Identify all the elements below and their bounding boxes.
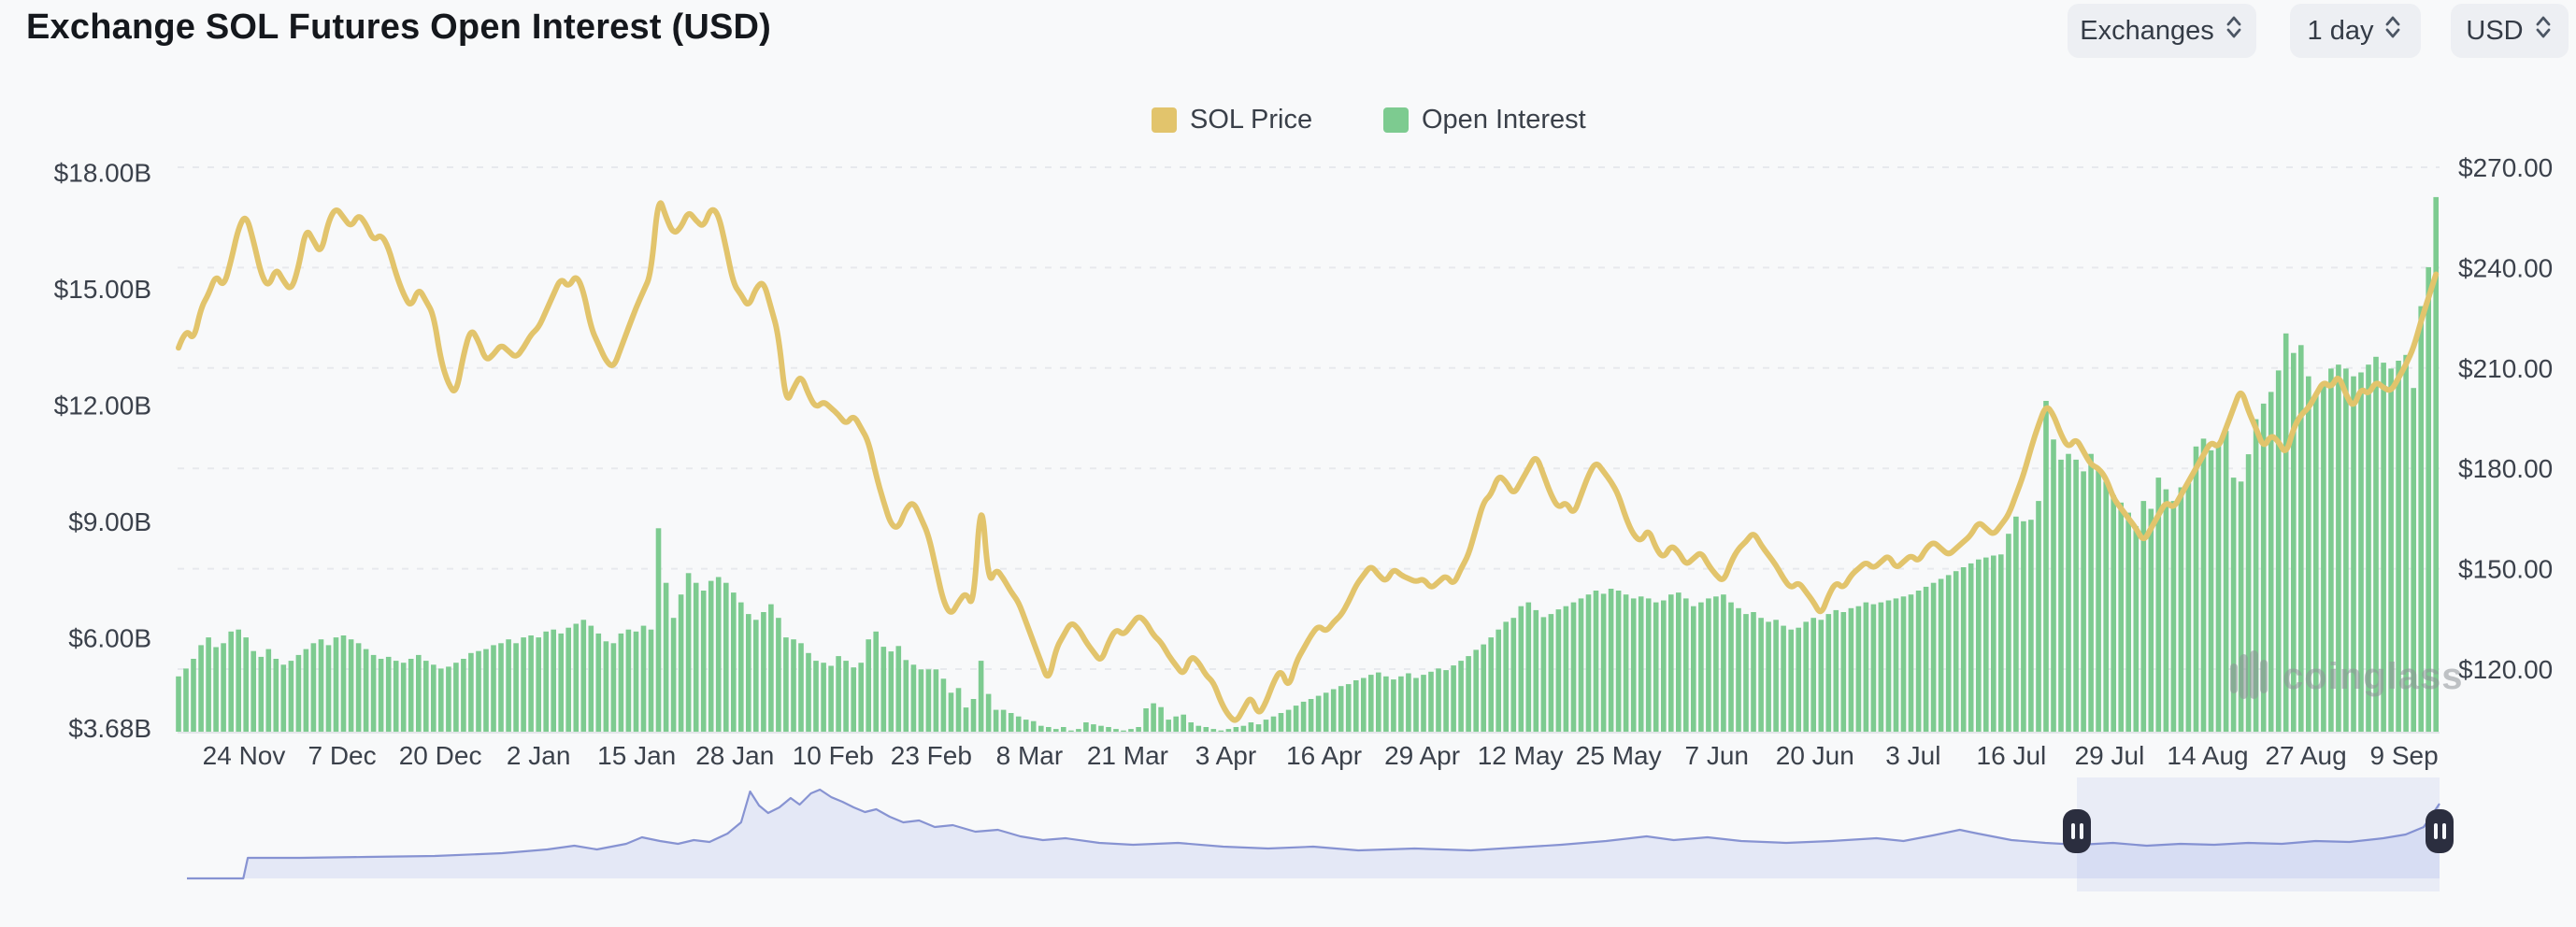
svg-text:8 Mar: 8 Mar [996,741,1064,770]
svg-text:7 Jun: 7 Jun [1685,741,1750,770]
legend-item-sol-price[interactable]: SOL Price [1152,105,1312,135]
svg-text:21 Mar: 21 Mar [1087,741,1168,770]
svg-text:16 Apr: 16 Apr [1286,741,1362,770]
svg-text:24 Nov: 24 Nov [203,741,286,770]
legend-label-sol-price: SOL Price [1190,105,1313,135]
interval-dropdown[interactable]: 1 day [2290,4,2421,58]
svg-text:$6.00B: $6.00B [68,624,151,653]
svg-text:$180.00: $180.00 [2458,454,2553,483]
right-axis-labels: $270.00 $240.00 $210.00 $180.00 $150.00 $120.… [2458,153,2553,684]
svg-text:$210.00: $210.00 [2458,354,2553,383]
svg-text:12 May: 12 May [1478,741,1564,770]
chevron-up-down-icon [2224,14,2244,48]
x-axis-labels: 24 Nov 7 Dec 20 Dec 2 Jan 15 Jan 28 Jan 10 Feb… [203,741,2439,770]
navigator-area[interactable] [187,788,2440,880]
svg-text:$15.00B: $15.00B [54,275,151,304]
svg-text:10 Feb: 10 Feb [793,741,874,770]
svg-text:14 Aug: 14 Aug [2167,741,2248,770]
interval-dropdown-label: 1 day [2307,15,2374,46]
chevron-up-down-icon [2533,14,2554,48]
navigator-right-handle[interactable] [2426,809,2454,853]
legend-label-open-interest: Open Interest [1422,105,1586,135]
svg-text:$270.00: $270.00 [2458,153,2553,182]
svg-text:29 Jul: 29 Jul [2075,741,2145,770]
svg-text:$9.00B: $9.00B [68,507,151,536]
svg-text:$240.00: $240.00 [2458,253,2553,282]
open-interest-bars[interactable] [176,196,2439,733]
currency-dropdown-label: USD [2466,15,2524,46]
svg-text:$120.00: $120.00 [2458,655,2553,684]
svg-text:28 Jan: 28 Jan [695,741,774,770]
svg-text:15 Jan: 15 Jan [597,741,676,770]
svg-text:25 May: 25 May [1576,741,1662,770]
exchanges-dropdown-label: Exchanges [2080,15,2214,46]
chevron-up-down-icon [2383,14,2403,48]
svg-text:29 Apr: 29 Apr [1384,741,1460,770]
legend: SOL Price Open Interest [0,105,2576,136]
svg-text:7 Dec: 7 Dec [308,741,376,770]
left-axis-labels: $18.00B $15.00B $12.00B $9.00B $6.00B $3.68B [54,159,151,743]
currency-dropdown[interactable]: USD [2451,4,2569,58]
svg-text:20 Jun: 20 Jun [1776,741,1854,770]
svg-text:9 Sep: 9 Sep [2370,741,2439,770]
svg-text:$12.00B: $12.00B [54,392,151,421]
header: Exchange SOL Futures Open Interest (USD)… [0,0,2576,65]
svg-text:$3.68B: $3.68B [68,714,151,743]
svg-text:23 Feb: 23 Feb [891,741,972,770]
svg-text:16 Jul: 16 Jul [1977,741,2047,770]
exchanges-dropdown[interactable]: Exchanges [2068,4,2256,58]
legend-item-open-interest[interactable]: Open Interest [1383,105,1586,135]
svg-text:3 Apr: 3 Apr [1195,741,1256,770]
svg-text:$150.00: $150.00 [2458,555,2553,584]
navigator-left-handle[interactable] [2063,809,2091,853]
svg-text:20 Dec: 20 Dec [399,741,482,770]
svg-text:$18.00B: $18.00B [54,159,151,188]
svg-text:3 Jul: 3 Jul [1885,741,1940,770]
sol-price-line [176,200,2440,723]
page-title: Exchange SOL Futures Open Interest (USD) [26,7,772,47]
open-interest-swatch [1383,107,1409,133]
navigator-selected-range[interactable] [2077,777,2440,891]
sol-price-swatch [1152,107,1177,133]
svg-text:2 Jan: 2 Jan [507,741,571,770]
svg-text:27 Aug: 27 Aug [2265,741,2346,770]
